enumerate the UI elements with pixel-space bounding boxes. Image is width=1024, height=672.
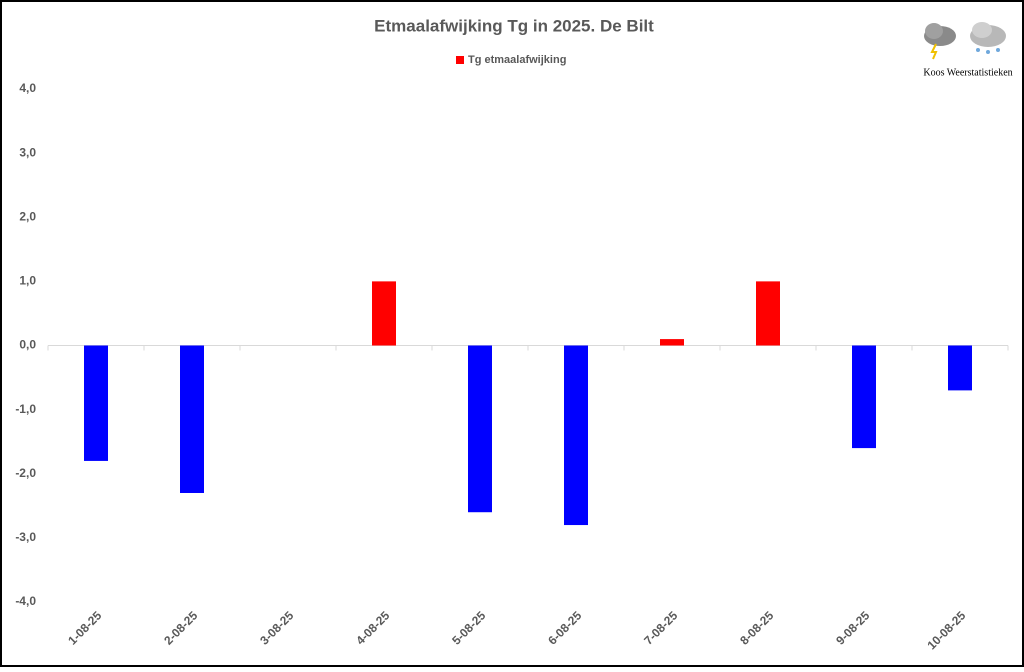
y-tick-label: 3,0 [19, 145, 36, 159]
watermark: Koos Weerstatistieken [923, 67, 1012, 78]
y-tick-label: -2,0 [15, 466, 36, 480]
y-tick-label: 2,0 [19, 209, 36, 223]
chart-title: Etmaalafwijking Tg in 2025. De Bilt [374, 16, 654, 35]
legend-swatch [456, 56, 464, 64]
bar [660, 339, 684, 346]
weather-icons [924, 22, 1006, 60]
bar [468, 345, 492, 513]
bar [84, 345, 108, 461]
bar [756, 281, 780, 346]
y-tick-label: 0,0 [19, 338, 36, 352]
y-tick-label: 1,0 [19, 274, 36, 288]
bar [180, 345, 204, 493]
bar [372, 281, 396, 346]
bar [948, 345, 972, 391]
y-tick-label: -3,0 [15, 530, 36, 544]
bar [852, 345, 876, 449]
y-tick-label: -4,0 [15, 594, 36, 608]
legend-label: Tg etmaalafwijking [468, 54, 566, 66]
y-tick-label: -1,0 [15, 402, 36, 416]
bar [564, 345, 588, 526]
y-tick-label: 4,0 [19, 81, 36, 95]
